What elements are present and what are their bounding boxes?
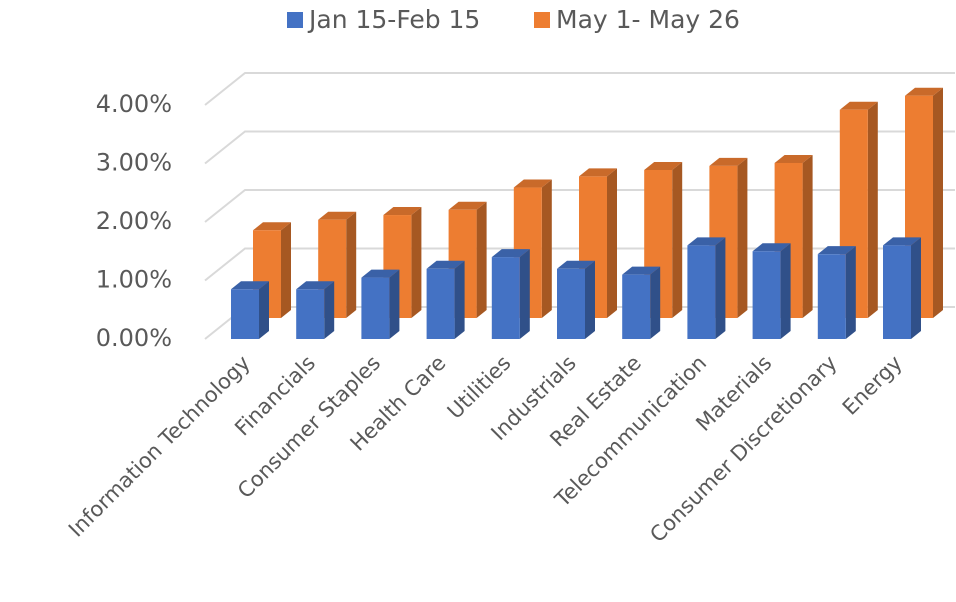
bar-side: [324, 281, 335, 339]
bar-top: [253, 222, 291, 231]
bar-top: [318, 211, 357, 220]
bar-side: [411, 207, 422, 318]
bar-side: [672, 161, 683, 318]
bar-top: [448, 201, 487, 210]
bar-top: [557, 260, 595, 269]
bar-side: [519, 249, 530, 339]
bar-side: [259, 281, 269, 339]
bar: [752, 251, 781, 339]
bar-top: [817, 246, 856, 255]
bar-top: [513, 179, 552, 188]
bar-top: [709, 157, 748, 166]
bar-side: [454, 260, 465, 339]
y-tick-label: 3.00%: [96, 149, 172, 177]
x-tick-label: Energy: [838, 351, 907, 420]
bar-side: [607, 168, 617, 318]
bar: [361, 277, 390, 339]
bar: [231, 289, 259, 339]
bar-top: [579, 168, 617, 177]
bar: [426, 268, 455, 339]
bar-top: [905, 87, 943, 96]
bar-side: [802, 154, 813, 318]
bar-side: [933, 87, 943, 318]
bar-side: [346, 211, 357, 318]
bar-side: [845, 246, 856, 339]
bar-top: [296, 281, 335, 290]
legend-label: May 1- May 26: [556, 5, 740, 34]
bar-side: [389, 269, 400, 339]
bar-side: [585, 260, 595, 339]
grid-line: [204, 72, 955, 106]
bar-side: [281, 222, 291, 318]
bar-top: [383, 207, 422, 216]
bar: [883, 245, 911, 339]
bar-side: [867, 101, 878, 319]
y-tick-label: 0.00%: [96, 324, 172, 352]
bar-top: [883, 237, 921, 246]
legend-swatch: [287, 12, 303, 28]
bar-side: [737, 157, 748, 318]
bar-side: [780, 243, 791, 339]
bar-top: [839, 101, 878, 110]
bar-top: [491, 249, 530, 258]
legend-swatch: [534, 12, 550, 28]
y-tick-label: 4.00%: [96, 90, 172, 118]
bar: [491, 257, 520, 339]
bar-side: [650, 266, 661, 339]
grid-line: [204, 130, 955, 165]
bar-side: [715, 237, 726, 339]
bar: [557, 268, 585, 339]
bar-top: [361, 269, 400, 278]
bar: [817, 254, 846, 339]
bar-top: [644, 161, 683, 170]
bar-side: [476, 201, 487, 318]
bar: [622, 274, 651, 339]
bar-top: [622, 266, 661, 275]
y-tick-label: 1.00%: [96, 266, 172, 294]
bar-top: [426, 260, 465, 269]
bar-top: [752, 243, 791, 252]
bar-top: [774, 154, 813, 163]
bar: [296, 289, 325, 339]
bar: [687, 245, 716, 339]
legend-label: Jan 15-Feb 15: [307, 5, 480, 34]
x-tick-label: Information Technology: [64, 351, 255, 542]
bar-top: [687, 237, 726, 246]
bar-side: [541, 179, 552, 318]
bar-side: [911, 237, 921, 339]
y-tick-label: 2.00%: [96, 207, 172, 235]
bar-top: [231, 281, 269, 290]
